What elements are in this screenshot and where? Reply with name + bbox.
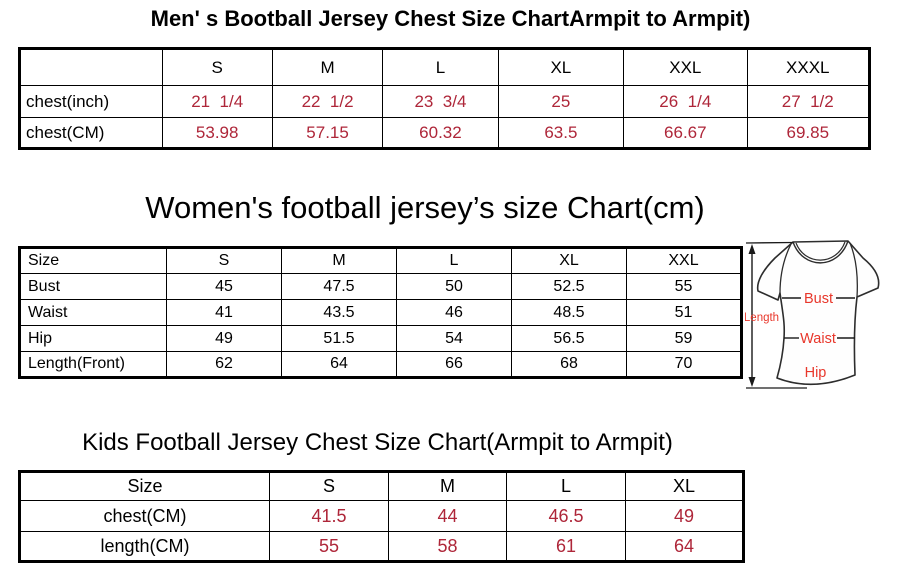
column-header: S <box>161 48 273 86</box>
cell-value: 49 <box>166 325 282 352</box>
table-header-row: Size S M L XL <box>19 471 744 501</box>
length-arrowhead-top <box>748 244 756 254</box>
table-header-row: S M L XL XXL XXXL <box>19 48 871 86</box>
cell-value: 43.5 <box>281 299 397 326</box>
length-arrowhead-bottom <box>748 377 756 387</box>
cell-value: 21 1/4 <box>161 85 273 118</box>
cell-value: 54 <box>396 325 512 352</box>
men-size-table: S M L XL XXL XXXL chest(inch) 21 1/4 22 … <box>18 47 871 150</box>
cell-value: 48.5 <box>511 299 627 326</box>
row-label: Hip <box>19 325 167 352</box>
row-label: Length(Front) <box>19 351 167 378</box>
cell-value: 55 <box>269 531 389 562</box>
table-row: chest(CM) 41.5 44 46.5 49 <box>19 500 744 532</box>
column-header: XXXL <box>746 48 871 86</box>
cell-value: 59 <box>626 325 742 352</box>
cell-value: 70 <box>626 351 742 378</box>
table-header-row: Size S M L XL XXL <box>19 247 742 274</box>
row-label: Bust <box>19 273 167 300</box>
column-header: M <box>281 247 397 274</box>
cell-value: 44 <box>388 500 507 532</box>
column-header: XL <box>511 247 627 274</box>
cell-value: 69.85 <box>746 117 871 149</box>
cell-value: 22 1/2 <box>271 85 384 118</box>
column-header: M <box>271 48 384 86</box>
row-label: chest(CM) <box>19 117 163 149</box>
cell-value: 46 <box>396 299 512 326</box>
right-sleeve-seam <box>849 242 858 298</box>
column-header: Size <box>19 247 167 274</box>
cell-value: 53.98 <box>161 117 273 149</box>
column-header <box>19 48 163 86</box>
cell-value: 61 <box>506 531 626 562</box>
table-row: chest(CM) 53.98 57.15 60.32 63.5 66.67 6… <box>19 117 871 149</box>
cell-value: 56.5 <box>511 325 627 352</box>
cell-value: 51 <box>626 299 742 326</box>
tshirt-outline <box>756 240 880 386</box>
kids-size-table: Size S M L XL chest(CM) 41.5 44 46.5 49 … <box>18 470 745 563</box>
cell-value: 64 <box>281 351 397 378</box>
row-label: length(CM) <box>19 531 270 562</box>
cell-value: 47.5 <box>281 273 397 300</box>
column-header: S <box>269 471 389 501</box>
cell-value: 26 1/4 <box>623 85 748 118</box>
row-label: chest(inch) <box>19 85 163 118</box>
length-label: Length <box>745 312 779 324</box>
column-header: L <box>382 48 499 86</box>
cell-value: 60.32 <box>382 117 499 149</box>
row-label: chest(CM) <box>19 500 270 532</box>
waist-label: Waist <box>800 331 836 347</box>
row-label: Waist <box>19 299 167 326</box>
cell-value: 58 <box>388 531 507 562</box>
cell-value: 57.15 <box>271 117 384 149</box>
cell-value: 68 <box>511 351 627 378</box>
column-header: S <box>166 247 282 274</box>
cell-value: 45 <box>166 273 282 300</box>
cell-value: 55 <box>626 273 742 300</box>
cell-value: 25 <box>497 85 625 118</box>
column-header: M <box>388 471 507 501</box>
table-row: Waist 41 43.5 46 48.5 51 <box>19 299 742 326</box>
table-row: Length(Front) 62 64 66 68 70 <box>19 351 742 378</box>
table-row: chest(inch) 21 1/4 22 1/2 23 3/4 25 26 1… <box>19 85 871 118</box>
tshirt-measurement-diagram: Length Bust Waist Hip <box>745 240 880 389</box>
collar-outer-arc <box>792 240 849 264</box>
kids-chart-title: Kids Football Jersey Chest Size Chart(Ar… <box>82 429 673 456</box>
table-row: Bust 45 47.5 50 52.5 55 <box>19 273 742 300</box>
table-row: length(CM) 55 58 61 64 <box>19 531 744 562</box>
column-header: L <box>396 247 512 274</box>
cell-value: 27 1/2 <box>746 85 871 118</box>
column-header: XL <box>497 48 625 86</box>
collar-inner-arc <box>795 241 846 261</box>
cell-value: 41 <box>166 299 282 326</box>
column-header: XXL <box>626 247 742 274</box>
column-header: XXL <box>623 48 748 86</box>
column-header: Size <box>19 471 270 501</box>
column-header: L <box>506 471 626 501</box>
cell-value: 23 3/4 <box>382 85 499 118</box>
cell-value: 50 <box>396 273 512 300</box>
hip-label: Hip <box>805 365 827 381</box>
cell-value: 66.67 <box>623 117 748 149</box>
cell-value: 46.5 <box>506 500 626 532</box>
cell-value: 64 <box>625 531 744 562</box>
women-chart-title: Women's football jersey’s size Chart(cm) <box>145 190 705 225</box>
table-row: Hip 49 51.5 54 56.5 59 <box>19 325 742 352</box>
length-top-tick <box>745 241 794 244</box>
cell-value: 63.5 <box>497 117 625 149</box>
cell-value: 41.5 <box>269 500 389 532</box>
bust-label: Bust <box>804 291 833 307</box>
cell-value: 49 <box>625 500 744 532</box>
cell-value: 51.5 <box>281 325 397 352</box>
cell-value: 66 <box>396 351 512 378</box>
men-chart-title: Men' s Bootball Jersey Chest Size ChartA… <box>150 6 751 31</box>
cell-value: 52.5 <box>511 273 627 300</box>
left-sleeve-seam <box>779 243 792 294</box>
column-header: XL <box>625 471 744 501</box>
cell-value: 62 <box>166 351 282 378</box>
women-size-table: Size S M L XL XXL Bust 45 47.5 50 52.5 5… <box>18 246 743 379</box>
